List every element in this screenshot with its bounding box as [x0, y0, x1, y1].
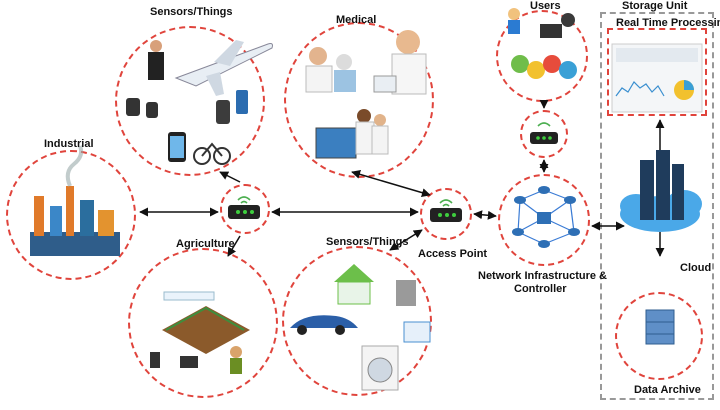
cloud-label: Cloud — [680, 262, 712, 274]
users-icon — [508, 8, 577, 79]
medical-staff-icon — [305, 30, 427, 159]
router-icon — [430, 199, 462, 222]
agriculture-label: Agriculture — [176, 238, 235, 250]
storage-unit-panel — [600, 12, 714, 400]
storage-unit-label: Storage Unit — [622, 0, 688, 12]
dashboard-icon — [611, 43, 703, 113]
airplane-icon — [174, 40, 273, 96]
industrial-label: Industrial — [44, 138, 94, 150]
sensors-things-bottom-label: Sensors/Things — [326, 236, 409, 248]
network-topology-icon — [512, 186, 580, 248]
medical-label: Medical — [336, 14, 377, 26]
users-label: Users — [530, 0, 561, 12]
router-icon — [228, 196, 260, 219]
cloud-servers-icon — [620, 150, 702, 232]
real-time-processing-label: Real Time Processing — [616, 17, 720, 29]
sensors-things-top-label: Sensors/Things — [150, 6, 233, 18]
router-icon — [530, 122, 558, 144]
network-infrastructure-label-2: Controller — [514, 283, 567, 295]
farm-field-icon — [150, 291, 250, 374]
smart-home-appliances-icon — [290, 264, 431, 391]
factory-icon — [30, 145, 120, 256]
network-infrastructure-label-1: Network Infrastructure & — [478, 270, 607, 282]
data-archive-icon — [645, 309, 675, 345]
access-point-label: Access Point — [418, 248, 488, 260]
smart-devices-icon — [126, 40, 248, 165]
data-archive-label: Data Archive — [634, 384, 701, 396]
connection-arrows — [139, 99, 665, 257]
